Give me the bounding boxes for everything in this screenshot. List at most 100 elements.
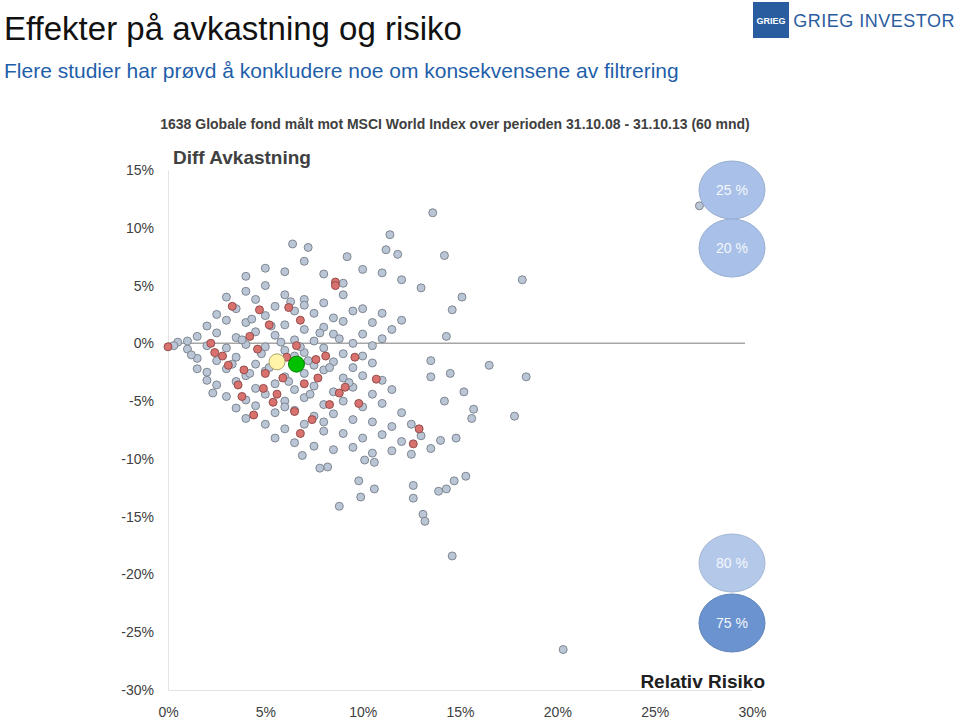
point — [306, 390, 314, 398]
point — [359, 434, 367, 442]
point — [300, 257, 308, 265]
point — [213, 381, 221, 389]
slide: Effekter på avkastning og risiko Flere st… — [0, 0, 960, 721]
point — [250, 411, 258, 419]
point — [304, 357, 312, 365]
point — [359, 330, 367, 338]
point — [355, 477, 363, 485]
point — [339, 317, 347, 325]
point — [322, 352, 330, 360]
point — [407, 420, 415, 428]
point — [310, 382, 318, 390]
point — [310, 309, 318, 317]
point — [300, 380, 308, 388]
point — [281, 321, 289, 329]
point — [203, 368, 211, 376]
point — [446, 369, 454, 377]
point — [448, 552, 456, 560]
point — [222, 344, 230, 352]
point — [335, 502, 343, 510]
point — [255, 306, 263, 314]
point — [349, 307, 357, 315]
page-title: Effekter på avkastning og risiko — [4, 10, 462, 47]
point — [429, 209, 437, 217]
point — [417, 284, 425, 292]
point — [222, 316, 230, 324]
y-axis-line — [168, 171, 169, 691]
y-axis: 15%10%5%0%-5%-10%-15%-20%-25%-30% — [121, 162, 168, 698]
point — [213, 329, 221, 337]
point — [187, 351, 195, 359]
point — [378, 335, 386, 343]
point — [378, 309, 386, 317]
point — [448, 306, 456, 314]
y-tick-label: -30% — [121, 682, 154, 698]
chart-title: 1638 Globale fond målt mot MSCI World In… — [160, 116, 749, 132]
point — [310, 337, 318, 345]
y-tick: -25% — [121, 624, 168, 640]
point — [209, 389, 217, 397]
point — [269, 354, 285, 370]
point — [359, 372, 367, 380]
point — [407, 450, 415, 458]
point — [300, 301, 308, 309]
point — [296, 429, 304, 437]
point — [388, 325, 396, 333]
point — [271, 409, 279, 417]
series — [288, 356, 304, 372]
point — [326, 364, 334, 372]
bubble-shape — [699, 161, 765, 219]
point — [409, 440, 417, 448]
point — [368, 342, 376, 350]
y-tick: 15% — [126, 162, 168, 178]
point — [203, 322, 211, 330]
point — [213, 310, 221, 318]
point — [320, 270, 328, 278]
point — [324, 463, 332, 471]
point — [349, 364, 357, 372]
point — [388, 386, 396, 394]
point — [368, 449, 376, 457]
point — [271, 380, 279, 388]
point — [518, 276, 526, 284]
point — [386, 231, 394, 239]
point — [355, 399, 363, 407]
point — [331, 282, 339, 290]
point — [368, 319, 376, 327]
point — [238, 392, 246, 400]
y-tick-label: 0% — [134, 335, 154, 351]
point — [462, 472, 470, 480]
point — [339, 279, 347, 287]
x-axis: 0%5%10%15%20%25%30% — [158, 690, 766, 720]
point — [460, 388, 468, 396]
point — [368, 390, 376, 398]
point — [261, 282, 269, 290]
point — [339, 350, 347, 358]
point — [339, 397, 347, 405]
point — [252, 295, 260, 303]
point — [252, 384, 260, 392]
point — [183, 337, 191, 345]
point — [285, 304, 293, 312]
y-axis-title: Diff Avkastning — [173, 147, 311, 168]
point — [271, 434, 279, 442]
point — [277, 338, 285, 346]
point — [470, 405, 478, 413]
point — [222, 293, 230, 301]
y-tick: 10% — [126, 220, 168, 236]
point — [378, 399, 386, 407]
point — [320, 418, 328, 426]
point — [335, 335, 343, 343]
point — [372, 375, 380, 383]
bubble-shape — [699, 534, 765, 592]
point — [440, 252, 448, 260]
point — [559, 646, 567, 654]
y-tick: -15% — [121, 509, 168, 525]
point — [193, 365, 201, 373]
point — [361, 456, 369, 464]
logo-mark: GRIEG — [756, 16, 785, 26]
point — [357, 493, 365, 501]
page-subtitle: Flere studier har prøvd å konkludere noe… — [4, 59, 679, 82]
point — [289, 240, 297, 248]
point — [291, 408, 299, 416]
